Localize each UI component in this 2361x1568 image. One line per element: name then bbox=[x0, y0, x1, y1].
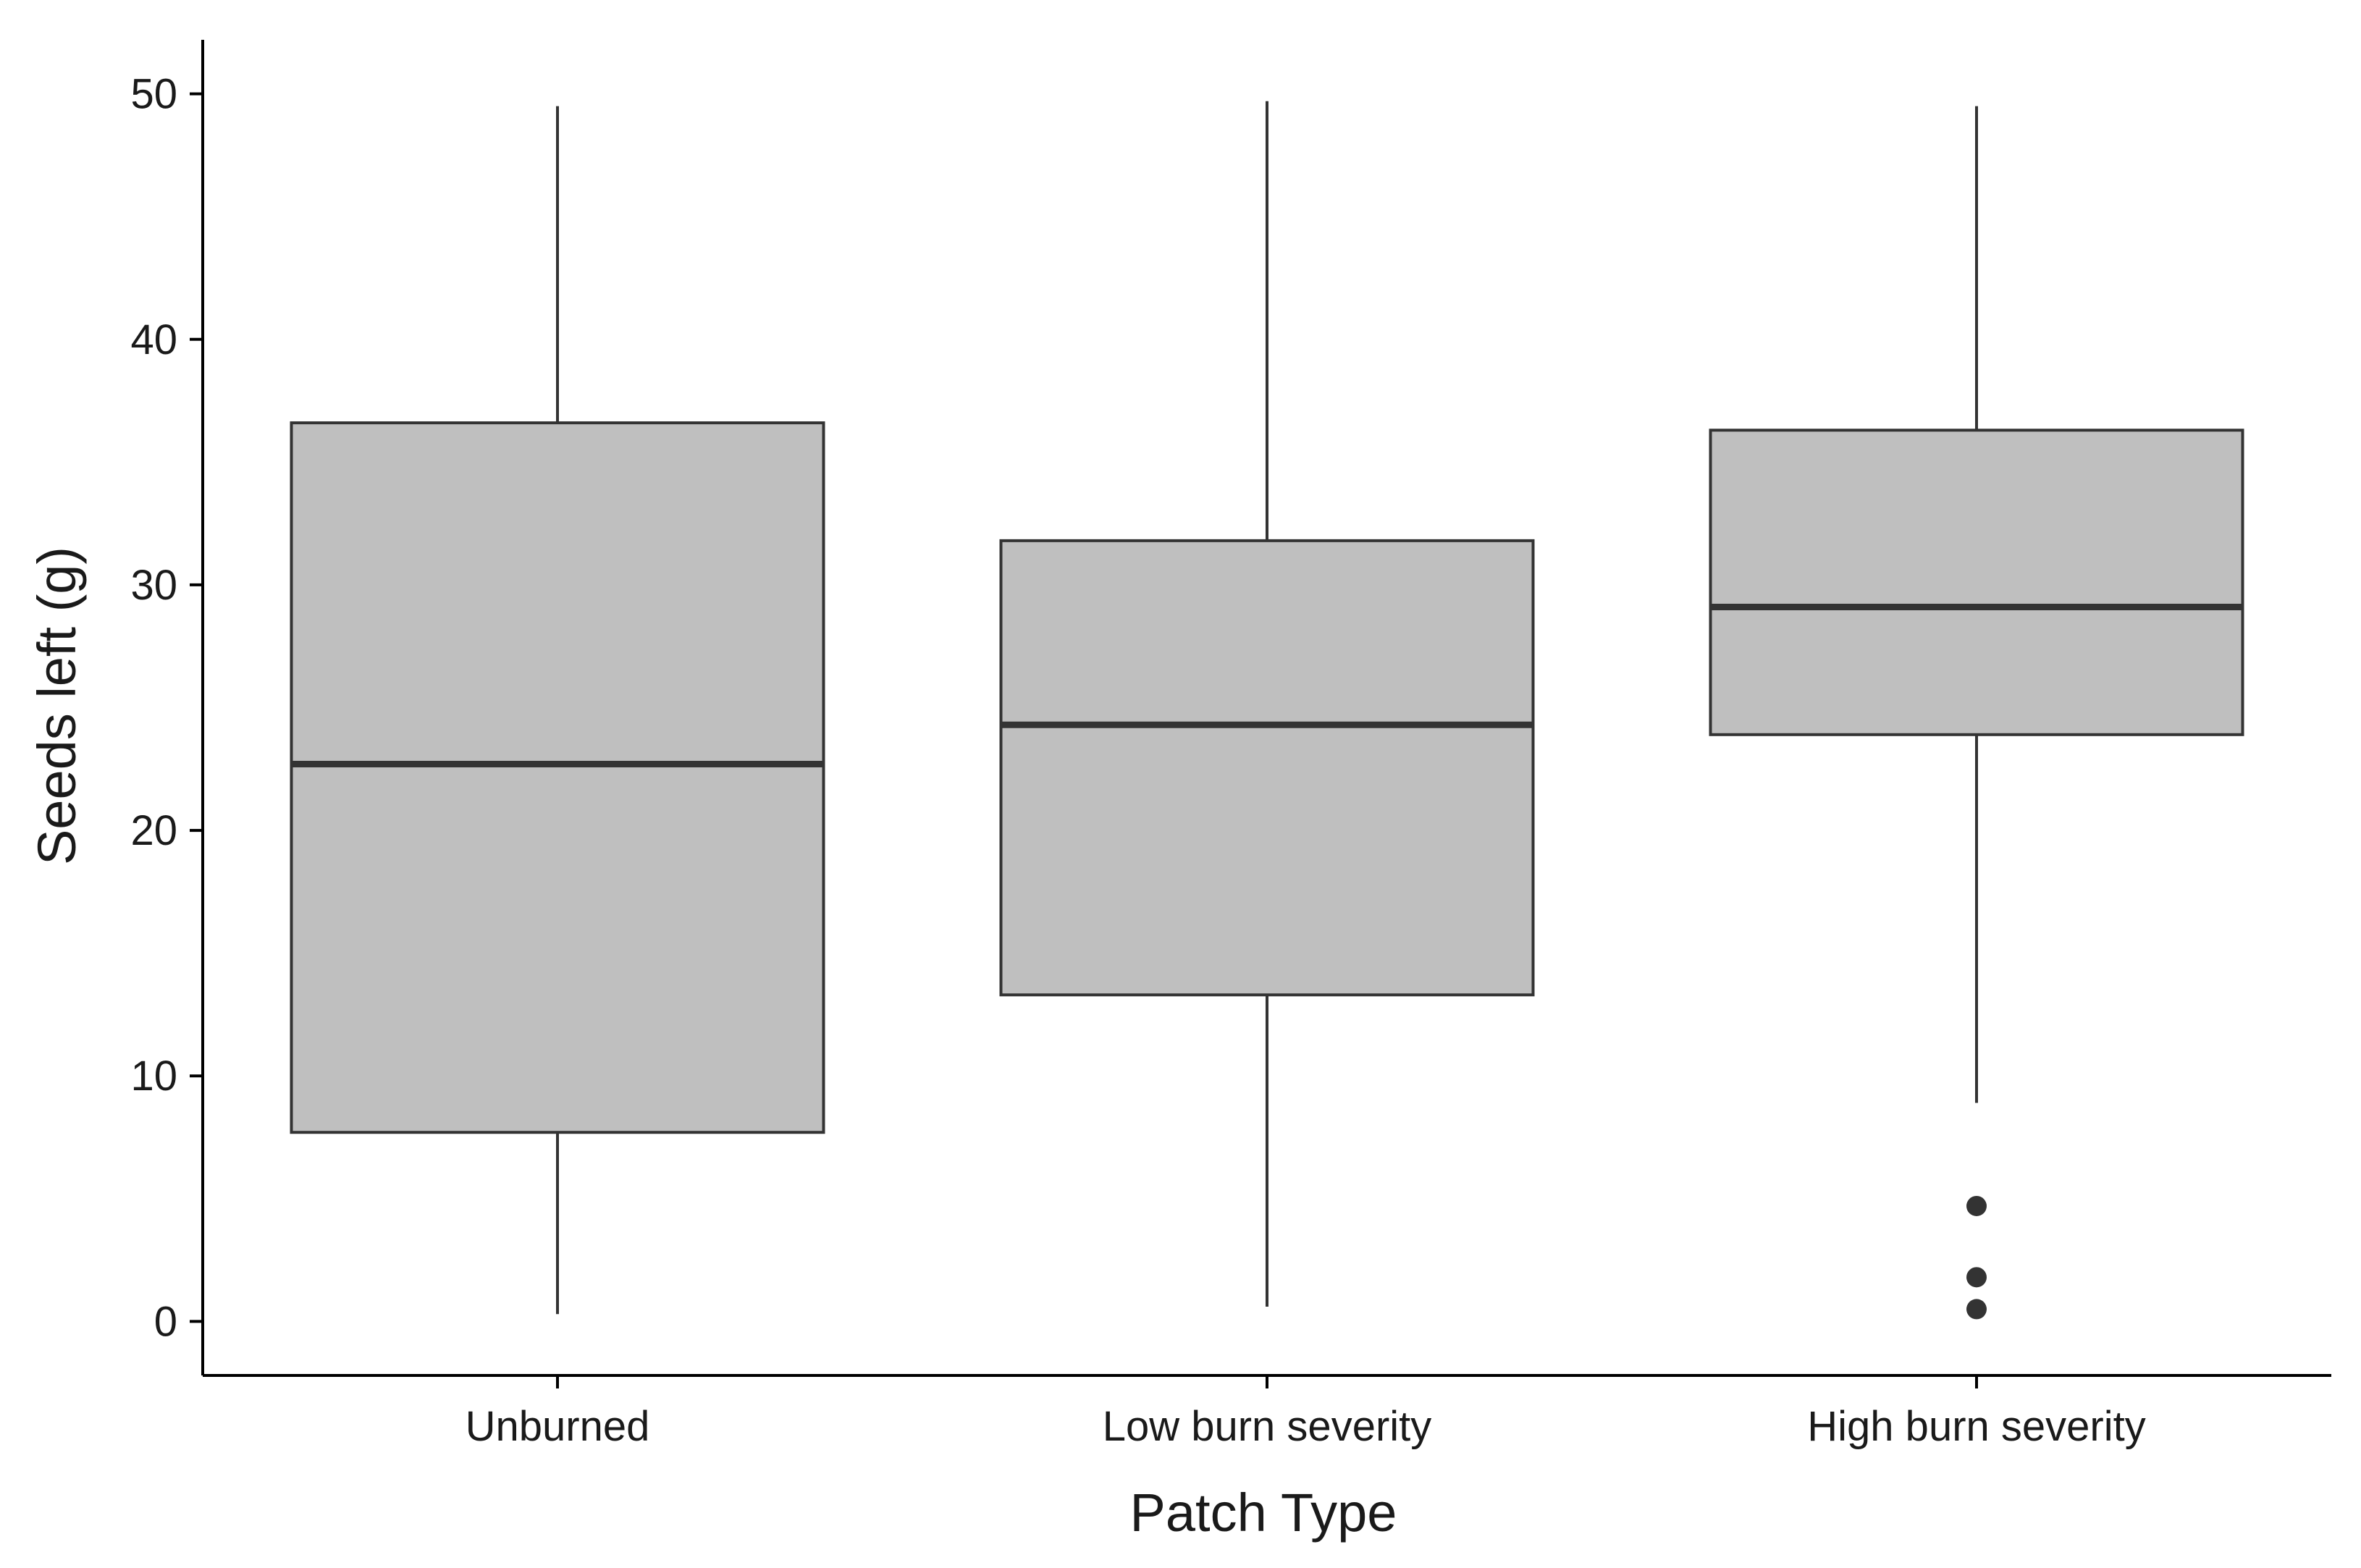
y-tick-label: 50 bbox=[130, 71, 177, 118]
y-tick-label: 0 bbox=[154, 1298, 177, 1345]
iqr-box bbox=[290, 421, 825, 1134]
box-1 bbox=[290, 106, 825, 1315]
outlier-point bbox=[1966, 1195, 1987, 1216]
y-axis: 0 10 20 30 40 50 bbox=[130, 40, 204, 1375]
y-tick-label: 40 bbox=[130, 316, 177, 363]
outlier-point bbox=[1966, 1267, 1987, 1288]
x-axis: Unburned Low burn severity High burn sever… bbox=[203, 1374, 2331, 1450]
box-2 bbox=[999, 101, 1535, 1307]
iqr-box bbox=[999, 539, 1535, 997]
x-tick-label: High burn severity bbox=[1807, 1403, 2145, 1450]
x-tick-label: Unburned bbox=[466, 1403, 650, 1450]
box-3 bbox=[1709, 106, 2244, 1320]
iqr-box bbox=[1709, 429, 2244, 736]
outlier-point bbox=[1966, 1299, 1987, 1320]
x-tick-label: Low burn severity bbox=[1103, 1403, 1432, 1450]
y-tick-label: 10 bbox=[130, 1053, 177, 1100]
plot-area bbox=[290, 101, 2244, 1320]
y-axis-title: Seeds left (g) bbox=[27, 547, 87, 865]
y-tick-label: 20 bbox=[130, 807, 177, 854]
x-axis-title: Patch Type bbox=[1130, 1483, 1397, 1543]
y-tick-label: 30 bbox=[130, 562, 177, 609]
